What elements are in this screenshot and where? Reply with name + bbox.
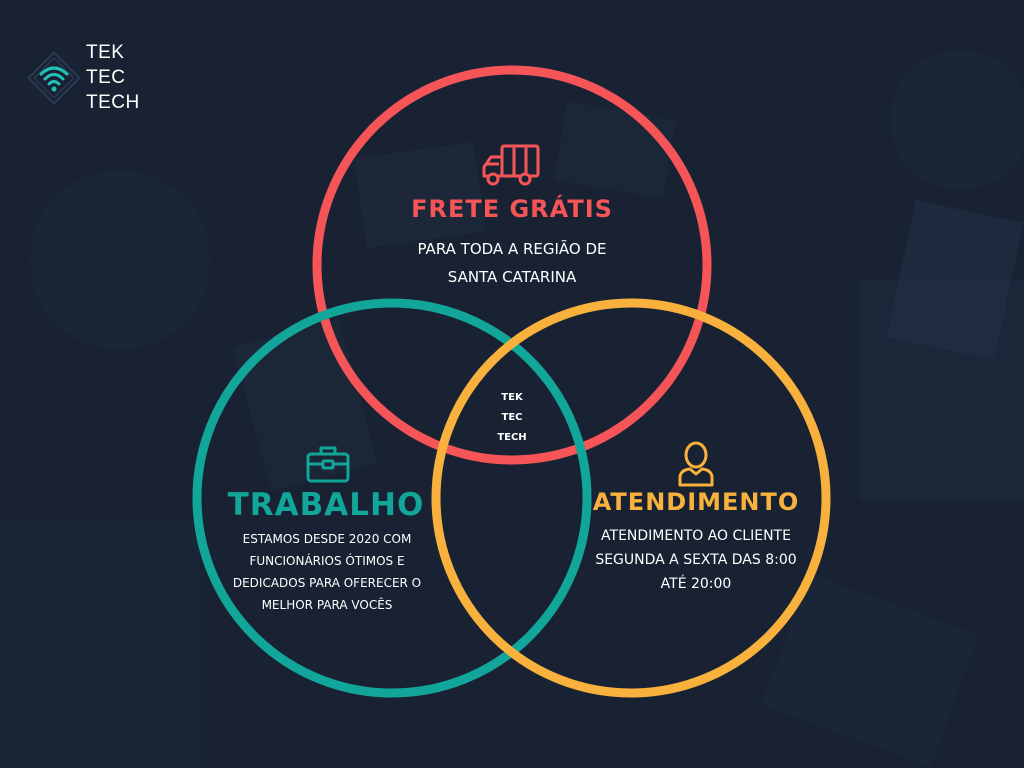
frete-title: FRETE GRÁTIS — [411, 195, 613, 223]
frete-description-line: PARA TODA A REGIÃO DE — [417, 240, 607, 258]
brand-name-line: TEK — [86, 42, 125, 63]
trabalho-title: TRABALHO — [227, 487, 425, 523]
trabalho-description-line: MELHOR PARA VOCÊS — [261, 598, 393, 612]
brand-logo: TEK TEC TECH — [26, 40, 156, 115]
trabalho-description-line: FUNCIONÁRIOS ÓTIMOS E — [249, 554, 405, 568]
center-label: TEK TEC TECH — [482, 388, 542, 448]
center-label-line: TECH — [497, 432, 527, 443]
trabalho-description-line: ESTAMOS DESDE 2020 COM — [242, 532, 412, 546]
brand-name: TEK TEC TECH — [86, 40, 140, 115]
center-label-line: TEC — [501, 412, 523, 423]
center-label-line: TEK — [501, 392, 523, 403]
atendimento-description-line: ATENDIMENTO AO CLIENTE — [601, 528, 791, 544]
trabalho-description: ESTAMOS DESDE 2020 COM FUNCIONÁRIOS ÓTIM… — [222, 528, 432, 616]
briefcase-icon — [306, 446, 350, 483]
frete-description: PARA TODA A REGIÃO DE SANTA CATARINA — [372, 235, 652, 291]
truck-icon — [482, 144, 540, 186]
brand-name-line: TEC — [86, 67, 126, 88]
atendimento-description-line: SEGUNDA A SEXTA DAS 8:00 — [595, 552, 797, 568]
circle-atendimento — [431, 298, 831, 698]
atendimento-description: ATENDIMENTO AO CLIENTE SEGUNDA A SEXTA D… — [581, 524, 811, 596]
atendimento-title: ATENDIMENTO — [592, 488, 800, 516]
atendimento-description-line: ATÉ 20:00 — [660, 576, 732, 592]
wifi-diamond-icon — [27, 51, 81, 105]
trabalho-description-line: DEDICADOS PARA OFERECER O — [232, 576, 422, 590]
circle-frete — [312, 65, 712, 465]
circle-trabalho — [192, 298, 592, 698]
frete-description-line: SANTA CATARINA — [447, 268, 577, 286]
user-icon — [678, 441, 714, 487]
brand-name-line: TECH — [86, 92, 140, 113]
